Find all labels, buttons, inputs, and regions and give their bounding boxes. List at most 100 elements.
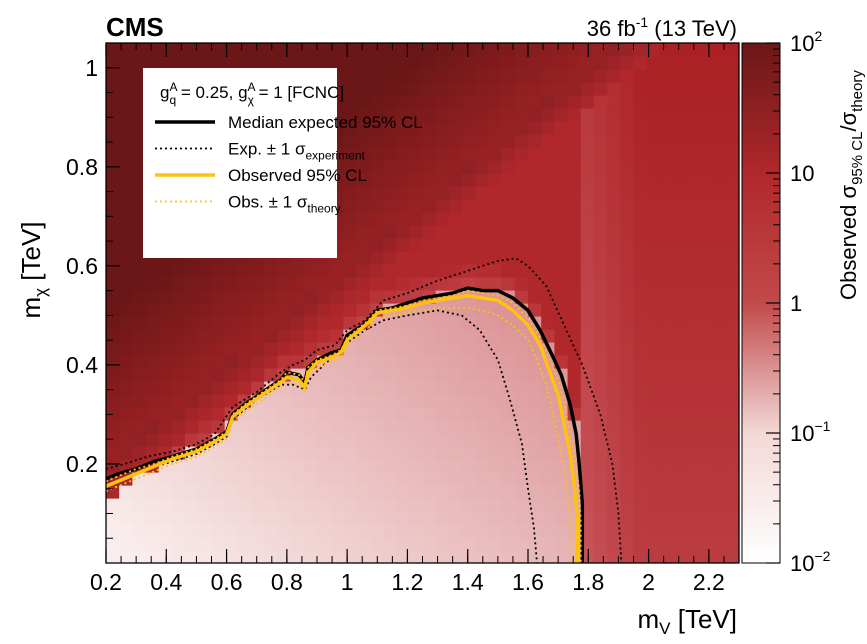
heatmap-cell <box>686 121 701 135</box>
heatmap-cell <box>712 433 727 447</box>
heatmap-cell <box>673 524 687 538</box>
heatmap-cell <box>541 95 555 109</box>
heatmap-cell <box>237 329 252 343</box>
heatmap-cell <box>409 95 424 109</box>
heatmap-cell <box>501 420 516 434</box>
heatmap-cell <box>620 69 635 83</box>
heatmap-cell <box>382 277 397 291</box>
heatmap-cell <box>501 69 516 83</box>
heatmap-cell <box>369 407 384 421</box>
heatmap-cell <box>237 277 252 291</box>
heatmap-cell <box>462 303 476 317</box>
heatmap-cell <box>145 381 160 395</box>
heatmap-cell <box>106 550 120 563</box>
heatmap-cell <box>198 290 213 304</box>
heatmap-cell <box>686 342 701 356</box>
heatmap-cell <box>396 472 410 486</box>
heatmap-cell <box>699 368 714 382</box>
heatmap-cell <box>673 134 687 148</box>
heatmap-cell <box>409 264 424 278</box>
heatmap-cell <box>725 212 739 226</box>
heatmap-cell <box>317 433 331 447</box>
heatmap-cell <box>382 56 397 70</box>
heatmap-cell <box>475 82 490 96</box>
heatmap-cell <box>303 485 318 499</box>
heatmap-cell <box>409 550 424 563</box>
heatmap-cell <box>343 342 358 356</box>
heatmap-cell <box>725 420 739 434</box>
heatmap-cell <box>356 524 371 538</box>
heatmap-cell <box>343 459 358 473</box>
heatmap-cell <box>211 329 226 343</box>
heatmap-cell <box>541 160 555 174</box>
heatmap-cell <box>554 108 569 122</box>
heatmap-cell <box>580 43 595 57</box>
heatmap-cell <box>409 199 424 213</box>
heatmap-cell <box>593 160 608 174</box>
heatmap-cell <box>211 459 226 473</box>
heatmap-cell <box>475 472 490 486</box>
heatmap-cell <box>237 56 252 70</box>
heatmap-cell <box>119 537 133 551</box>
heatmap-cell <box>211 550 226 563</box>
heatmap-cell <box>132 433 147 447</box>
heatmap-cell <box>593 524 608 538</box>
heatmap-cell <box>290 550 305 563</box>
heatmap-cell <box>211 394 226 408</box>
heatmap-cell <box>462 524 476 538</box>
heatmap-cell <box>106 238 120 252</box>
heatmap-cell <box>646 368 661 382</box>
heatmap-cell <box>620 121 635 135</box>
heatmap-cell <box>673 381 687 395</box>
heatmap-cell <box>264 355 279 369</box>
heatmap-cell <box>607 550 621 563</box>
heatmap-cell <box>462 108 476 122</box>
heatmap-cell <box>369 433 384 447</box>
heatmap-cell <box>448 420 463 434</box>
heatmap-cell <box>198 368 213 382</box>
heatmap-cell <box>475 173 490 187</box>
heatmap-cell <box>488 420 503 434</box>
heatmap-cell <box>501 173 516 187</box>
heatmap-cell <box>422 524 437 538</box>
heatmap-cell <box>422 316 437 330</box>
heatmap-cell <box>158 511 173 525</box>
legend: gA q = 0.25, gA χ = 1 [FCNC] Median expect… <box>143 68 423 258</box>
heatmap-cell <box>277 264 292 278</box>
heatmap-cell <box>686 56 701 70</box>
heatmap-cell <box>409 446 424 460</box>
heatmap-cell <box>185 472 199 486</box>
heatmap-cell <box>620 498 635 512</box>
heatmap-cell <box>514 108 529 122</box>
heatmap-cell <box>567 43 582 57</box>
heatmap-cell <box>448 550 463 563</box>
heatmap-cell <box>475 368 490 382</box>
heatmap-cell <box>659 251 674 265</box>
heatmap-cell <box>224 290 239 304</box>
heatmap-cell <box>554 212 569 226</box>
heatmap-cell <box>369 173 384 187</box>
heatmap-cell <box>593 407 608 421</box>
heatmap-cell <box>633 316 648 330</box>
legend-box <box>143 68 337 258</box>
heatmap-cell <box>673 277 687 291</box>
heatmap-cell <box>382 381 397 395</box>
heatmap-cell <box>528 147 542 161</box>
heatmap-cell <box>593 303 608 317</box>
heatmap-cell <box>593 251 608 265</box>
heatmap-cell <box>409 420 424 434</box>
heatmap-cell <box>580 433 595 447</box>
heatmap-cell <box>343 290 358 304</box>
heatmap-cell <box>673 472 687 486</box>
heatmap-cell <box>699 82 714 96</box>
heatmap-cell <box>106 225 120 239</box>
heatmap-cell <box>290 407 305 421</box>
heatmap-cell <box>303 433 318 447</box>
heatmap-cell <box>409 498 424 512</box>
heatmap-cell <box>567 329 582 343</box>
heatmap-cell <box>409 407 424 421</box>
heatmap-cell <box>317 420 331 434</box>
heatmap-cell <box>106 420 120 434</box>
heatmap-cell <box>541 186 555 200</box>
heatmap-cell <box>251 277 265 291</box>
